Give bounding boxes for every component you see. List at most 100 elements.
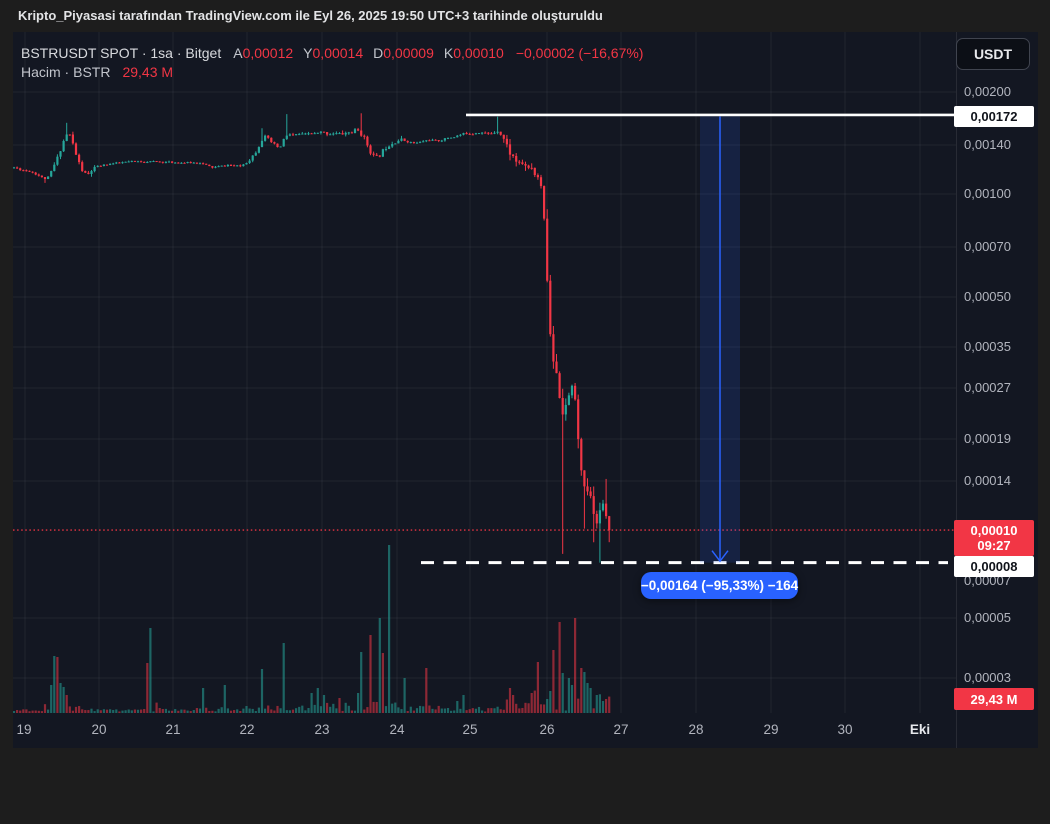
chart-canvas[interactable]: [0, 32, 1050, 748]
volume-bar: [508, 688, 512, 713]
volume-bar: [121, 710, 124, 713]
volume-bar: [527, 703, 530, 713]
candle-body: [217, 166, 220, 168]
volume-bar: [214, 711, 217, 713]
volume-bar: [245, 706, 248, 713]
volume-bar: [189, 711, 192, 713]
volume-bar: [313, 704, 316, 713]
volume-bar: [16, 709, 19, 713]
legend-row-symbol: BSTRUSDT SPOT · 1sa · Bitget A0,00012 Y0,…: [21, 45, 643, 61]
volume-bar: [595, 695, 598, 713]
volume-series-title[interactable]: Hacim · BSTR: [21, 64, 111, 80]
candle-body: [71, 134, 74, 144]
volume-bar: [298, 706, 301, 713]
volume-bar: [589, 688, 592, 713]
volume-bar: [251, 708, 254, 713]
candle-body: [282, 138, 285, 147]
candle-body: [422, 141, 425, 143]
volume-bar: [574, 618, 577, 713]
volume-bar: [19, 710, 22, 713]
measure-tooltip[interactable]: −0,00164 (−95,33%) −164: [641, 572, 798, 599]
candle-body: [291, 134, 295, 136]
candle-body: [360, 130, 363, 136]
time-label: 23: [314, 722, 330, 737]
volume-bar: [267, 705, 270, 713]
volume-bar: [397, 707, 400, 713]
volume-bar: [87, 710, 90, 713]
candle-body: [608, 516, 611, 531]
candle-body: [487, 132, 490, 134]
volume-bar: [211, 710, 214, 713]
candle-body: [12, 167, 16, 169]
volume-bar: [59, 683, 62, 713]
candle-body: [202, 163, 205, 165]
candle-body: [208, 164, 211, 167]
candle-body: [508, 144, 512, 155]
candle-body: [400, 138, 403, 141]
candle-body: [99, 165, 102, 167]
candle-body: [254, 152, 257, 156]
price-axis[interactable]: 0,00003 0,00005 0,00007 0,00014 0,00019 0,000…: [954, 32, 1038, 748]
horizontal-line-price-label[interactable]: 0,00172: [954, 105, 1034, 127]
price-tick: 0,00003: [964, 670, 1011, 685]
candle-body: [257, 147, 260, 153]
volume-bar: [143, 709, 146, 713]
symbol-title[interactable]: BSTRUSDT SPOT · 1sa · Bitget: [21, 45, 222, 61]
candle-body: [177, 162, 180, 164]
volume-bar: [474, 708, 477, 713]
candle-body: [564, 404, 567, 415]
volume-bar: [90, 708, 93, 713]
volume-bar: [273, 710, 276, 713]
candle-body: [397, 140, 400, 144]
measure-target-price-label[interactable]: 0,00008: [954, 555, 1034, 577]
measure-tooltip-text: −0,00164 (−95,33%) −164: [640, 578, 799, 593]
measure-arrow-head: [711, 550, 729, 563]
volume-bar: [171, 710, 174, 713]
candle-body: [183, 162, 186, 164]
last-price-text: 0,00010: [970, 523, 1018, 538]
candle-body: [450, 137, 453, 139]
candle-body: [164, 161, 167, 163]
volume-bar: [28, 711, 31, 713]
volume-bar: [378, 618, 381, 713]
candle-body: [353, 129, 357, 134]
volume-bar: [112, 709, 115, 713]
volume-bar: [341, 710, 344, 713]
volume-bar: [158, 708, 161, 713]
candle-body: [62, 140, 65, 152]
volume-bar: [558, 622, 561, 713]
candle-body: [524, 163, 527, 166]
volume-bar: [369, 635, 372, 713]
candle-body: [40, 175, 43, 178]
candle-body: [233, 165, 236, 167]
candle-body: [109, 163, 112, 166]
candle-body: [276, 143, 279, 148]
volume-bar: [586, 683, 589, 713]
volume-bar: [164, 708, 167, 713]
candle-body: [391, 144, 394, 147]
volume-bar: [471, 708, 474, 713]
volume-bar: [291, 709, 295, 713]
time-label: 22: [239, 722, 255, 737]
volume-bar: [217, 708, 220, 713]
volume-bar: [499, 709, 502, 713]
candle-body: [59, 151, 62, 157]
currency-toggle-button[interactable]: USDT: [956, 38, 1030, 70]
candle-body: [242, 164, 245, 167]
candle-body: [180, 162, 183, 164]
volume-bar: [493, 708, 496, 713]
volume-bar: [360, 652, 363, 713]
volume-bar: [183, 709, 186, 713]
volume-bar: [236, 709, 239, 713]
candle-body: [372, 153, 375, 155]
volume-bar: [109, 709, 112, 713]
volume-bar: [524, 702, 527, 713]
candle-body: [583, 470, 586, 487]
candle-body: [43, 177, 47, 179]
candle-body: [229, 165, 233, 167]
volume-bar: [78, 706, 81, 713]
volume-bar: [375, 701, 378, 713]
volume-bar: [477, 706, 481, 713]
price-tick: 0,00050: [964, 289, 1011, 304]
candle-body: [338, 133, 341, 135]
